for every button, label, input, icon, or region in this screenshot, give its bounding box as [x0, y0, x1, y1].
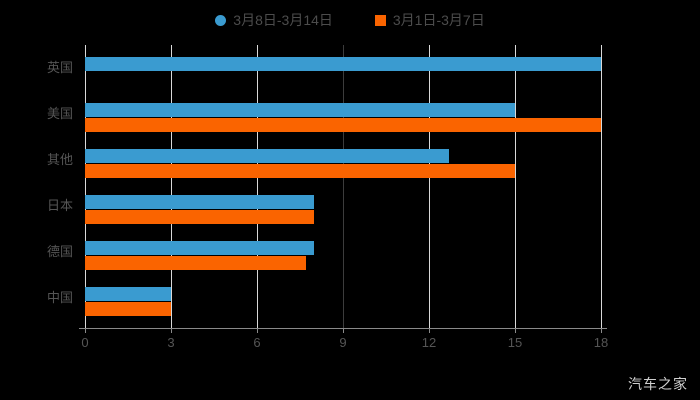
- x-tick-label-0: 0: [81, 335, 89, 350]
- x-tick-label-6: 6: [253, 335, 261, 350]
- bar-series2-1[interactable]: [85, 118, 601, 132]
- x-tick-mark-3: [171, 328, 172, 333]
- x-tick-mark-18: [601, 328, 602, 333]
- chart-category-row: 英国: [47, 55, 601, 101]
- bar-series1-4[interactable]: [85, 241, 315, 255]
- legend-label-series-2: 3月1日-3月7日: [392, 12, 485, 28]
- chart-category-row: 中国: [47, 285, 601, 331]
- legend-circle-icon: [215, 14, 227, 26]
- gridline-x-15: [515, 45, 516, 328]
- x-tick-mark-9: [343, 328, 344, 333]
- bar-series1-5[interactable]: [85, 287, 171, 301]
- bar-series2-4[interactable]: [85, 256, 306, 270]
- x-tick-mark-0: [85, 328, 86, 333]
- gridline-x-12: [429, 45, 430, 328]
- legend-item-series-1[interactable]: 3月8日-3月14日: [215, 13, 333, 27]
- gridline-x-6: [257, 45, 258, 328]
- bar-series1-1[interactable]: [85, 103, 515, 117]
- bar-series2-3[interactable]: [85, 210, 315, 224]
- watermark: 汽车之家: [628, 376, 688, 392]
- chart-category-row: 美国: [47, 101, 601, 147]
- x-tick-label-18: 18: [593, 335, 609, 350]
- category-label-5: 中国: [46, 290, 73, 305]
- category-label-4: 德国: [46, 244, 73, 259]
- x-tick-label-15: 15: [507, 335, 523, 350]
- bar-series1-0[interactable]: [85, 57, 601, 71]
- chart-category-row: 德国: [47, 239, 601, 285]
- plot-area: 英国美国其他日本德国中国: [47, 45, 602, 331]
- chart-category-row: 其他: [47, 147, 601, 193]
- gridline-x-0: [85, 45, 86, 328]
- x-tick-label-3: 3: [167, 335, 175, 350]
- x-tick-mark-15: [515, 328, 516, 333]
- bar-series2-2[interactable]: [85, 164, 515, 178]
- x-tick-label-9: 9: [339, 335, 347, 350]
- gridline-x-3: [171, 45, 172, 328]
- category-label-1: 美国: [46, 106, 73, 121]
- legend-label-series-1: 3月8日-3月14日: [233, 12, 333, 28]
- category-label-0: 英国: [46, 60, 73, 75]
- category-label-2: 其他: [46, 152, 73, 167]
- legend-square-icon: [374, 14, 386, 26]
- gridline-x-9: [343, 45, 344, 328]
- bar-series1-2[interactable]: [85, 149, 450, 163]
- bar-series1-3[interactable]: [85, 195, 315, 209]
- bar-series2-5[interactable]: [85, 302, 171, 316]
- legend-item-series-2[interactable]: 3月1日-3月7日: [374, 12, 485, 28]
- gridline-x-18: [601, 45, 602, 328]
- x-tick-label-12: 12: [421, 335, 437, 350]
- x-tick-mark-6: [257, 328, 258, 333]
- x-tick-mark-12: [429, 328, 430, 333]
- category-label-3: 日本: [46, 198, 73, 213]
- chart-category-row: 日本: [47, 193, 601, 239]
- chart-legend: 3月8日-3月14日 3月1日-3月7日: [0, 8, 700, 32]
